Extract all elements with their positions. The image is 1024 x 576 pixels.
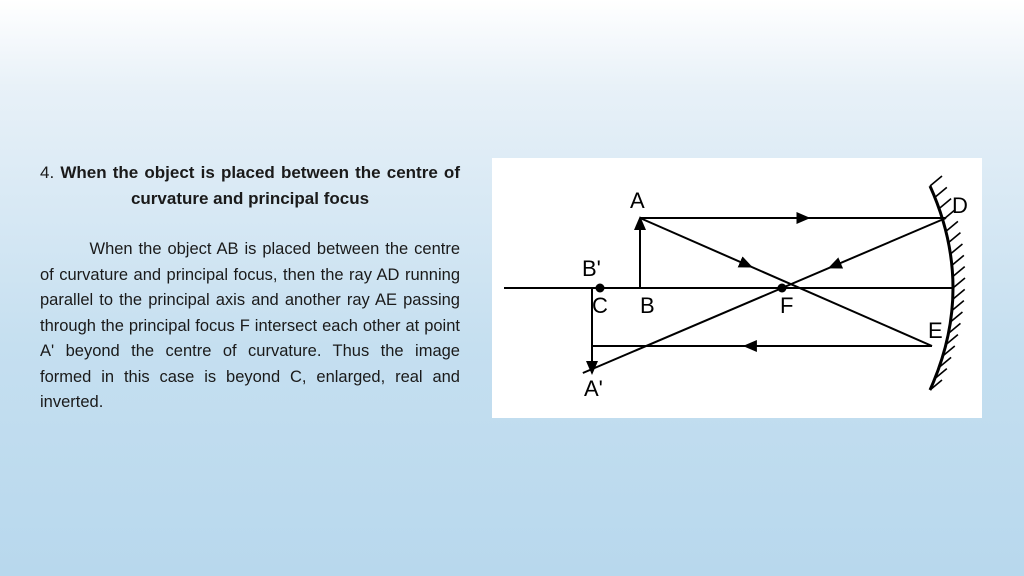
- svg-text:D: D: [952, 193, 968, 218]
- svg-text:C: C: [592, 293, 608, 318]
- ray-diagram: A B C F D E B' A': [492, 158, 982, 418]
- text-column: 4. When the object is placed between the…: [40, 160, 460, 416]
- svg-text:F: F: [780, 293, 793, 318]
- heading-title: When the object is placed between the ce…: [60, 163, 460, 208]
- diagram-column: A B C F D E B' A': [490, 158, 984, 418]
- body-paragraph: When the object AB is placed between the…: [40, 237, 460, 416]
- diagram-svg: A B C F D E B' A': [492, 158, 982, 418]
- svg-text:B: B: [640, 293, 655, 318]
- svg-text:E: E: [928, 318, 943, 343]
- svg-text:A': A': [584, 376, 603, 401]
- svg-text:A: A: [630, 188, 645, 213]
- svg-text:B': B': [582, 256, 601, 281]
- heading: 4. When the object is placed between the…: [40, 160, 460, 211]
- heading-number: 4.: [40, 163, 54, 182]
